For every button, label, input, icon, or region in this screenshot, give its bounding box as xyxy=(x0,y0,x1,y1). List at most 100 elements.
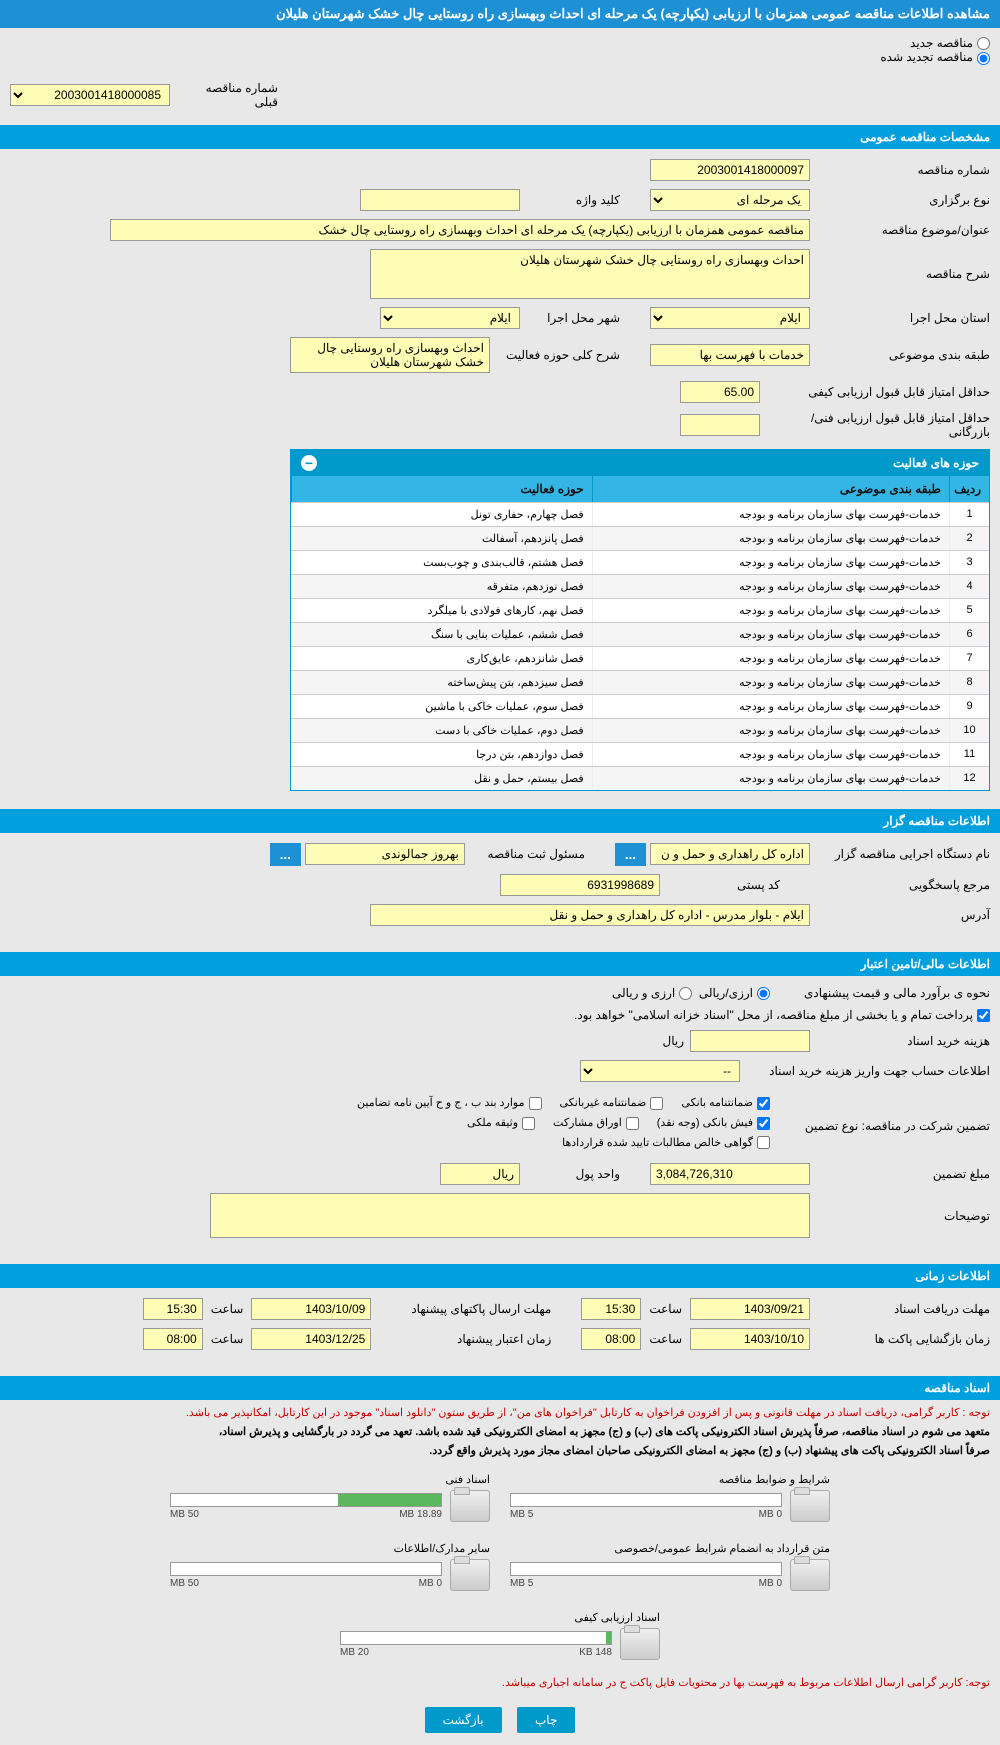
table-row: 2 خدمات-فهرست بهای سازمان برنامه و بودجه… xyxy=(291,526,989,550)
row-cat: خدمات-فهرست بهای سازمان برنامه و بودجه xyxy=(592,647,949,670)
scope-label: شرح کلی حوزه فعالیت xyxy=(490,348,620,362)
file-used: 18.89 MB xyxy=(399,1509,442,1520)
amount-input[interactable] xyxy=(650,1163,810,1185)
row-cat: خدمات-فهرست بهای سازمان برنامه و بودجه xyxy=(592,551,949,574)
table-row: 11 خدمات-فهرست بهای سازمان برنامه و بودج… xyxy=(291,742,989,766)
radio-renewed[interactable]: مناقصه تجدید شده xyxy=(880,50,990,64)
chk-securities[interactable]: اوراق مشارکت xyxy=(553,1116,639,1130)
min-tech-input[interactable] xyxy=(680,414,760,436)
min-quality-input[interactable] xyxy=(680,381,760,403)
file-progress xyxy=(170,1562,442,1576)
validity-time[interactable] xyxy=(143,1328,203,1350)
subject-input[interactable] xyxy=(110,219,810,241)
section-time-header: اطلاعات زمانی xyxy=(0,1264,1000,1288)
scope-textarea[interactable]: احداث وبهسازی راه روستایی چال خشک شهرستا… xyxy=(290,337,490,373)
number-input[interactable] xyxy=(650,159,810,181)
file-item: اسناد ارزیابی کیفی 148 KB20 MB xyxy=(340,1611,660,1660)
currency-input[interactable] xyxy=(440,1163,520,1185)
method-opt2[interactable]: ارزی و ریالی xyxy=(612,986,692,1000)
row-act: فصل سوم، عملیات خاکی با ماشین xyxy=(291,695,592,718)
chk-property-deed[interactable]: وثیقه ملکی xyxy=(467,1116,535,1130)
section-general-header: مشخصات مناقصه عمومی xyxy=(0,125,1000,149)
doc-cost-input[interactable] xyxy=(690,1030,810,1052)
account-select[interactable]: -- xyxy=(580,1060,740,1082)
city-label: شهر محل اجرا xyxy=(520,311,620,325)
open-time[interactable] xyxy=(581,1328,641,1350)
chk-contract-claims[interactable]: گواهی خالص مطالبات تایید شده قراردادها xyxy=(562,1136,770,1150)
docs-warn2b: صرفاً اسناد الکترونیکی پاکت های پیشنهاد … xyxy=(0,1444,1000,1463)
province-select[interactable]: ایلام xyxy=(650,307,810,329)
amount-label: مبلغ تضمین xyxy=(810,1167,990,1181)
account-label: اطلاعات حساب جهت واریز هزینه خرید اسناد xyxy=(740,1064,990,1078)
table-row: 4 خدمات-فهرست بهای سازمان برنامه و بودجه… xyxy=(291,574,989,598)
grid-collapse-icon[interactable]: − xyxy=(301,455,317,471)
method-label: نحوه ی برآورد مالی و قیمت پیشنهادی xyxy=(770,986,990,1000)
back-button[interactable]: بازگشت xyxy=(425,1707,502,1733)
row-act: فصل دوم، عملیات خاکی با دست xyxy=(291,719,592,742)
file-grid: شرایط و ضوابط مناقصه 0 MB5 MB اسناد فنی … xyxy=(0,1463,1000,1670)
folder-icon[interactable] xyxy=(450,1559,490,1591)
validity-date[interactable] xyxy=(251,1328,371,1350)
row-cat: خدمات-فهرست بهای سازمان برنامه و بودجه xyxy=(592,719,949,742)
reg-resp-lookup-button[interactable]: ... xyxy=(270,843,301,866)
folder-icon[interactable] xyxy=(620,1628,660,1660)
explanation-label: توضیحات xyxy=(810,1209,990,1223)
submit-date[interactable] xyxy=(251,1298,371,1320)
section-time-body: مهلت دریافت اسناد ساعت مهلت ارسال پاکتها… xyxy=(0,1288,1000,1368)
row-act: فصل شانزدهم، عایق‌کاری xyxy=(291,647,592,670)
rial-label: ریال xyxy=(662,1034,690,1048)
row-act: فصل پانزدهم، آسفالت xyxy=(291,527,592,550)
prev-number-select[interactable]: 2003001418000085 xyxy=(10,84,170,106)
guarantee-type-label: تضمین شرکت در مناقصه: نوع تضمین xyxy=(770,1119,990,1133)
submit-time[interactable] xyxy=(143,1298,203,1320)
keyword-input[interactable] xyxy=(360,189,520,211)
file-title: اسناد فنی xyxy=(170,1473,490,1486)
chk-clauses[interactable]: موارد بند ب ، ج و ح آیین نامه تضامین xyxy=(357,1096,541,1110)
file-item: سایر مدارک/اطلاعات 0 MB50 MB xyxy=(170,1542,490,1591)
row-idx: 1 xyxy=(949,503,989,526)
table-row: 5 خدمات-فهرست بهای سازمان برنامه و بودجه… xyxy=(291,598,989,622)
activity-grid: حوزه های فعالیت − ردیف طبقه بندی موضوعی … xyxy=(290,449,990,791)
category-input[interactable] xyxy=(650,344,810,366)
type-label: نوع برگزاری xyxy=(810,193,990,207)
method-opt1[interactable]: ارزی/ریالی xyxy=(699,986,770,1000)
min-tech-label: حداقل امتیاز قابل قبول ارزیابی فنی/بازرگ… xyxy=(760,411,990,439)
prev-number-label: شماره مناقصه قبلی xyxy=(178,81,278,109)
print-button[interactable]: چاپ xyxy=(517,1707,575,1733)
row-idx: 2 xyxy=(949,527,989,550)
org-lookup-button[interactable]: ... xyxy=(615,843,646,866)
receive-time[interactable] xyxy=(581,1298,641,1320)
folder-icon[interactable] xyxy=(790,1490,830,1522)
city-select[interactable]: ایلام xyxy=(380,307,520,329)
open-date[interactable] xyxy=(690,1328,810,1350)
desc-textarea[interactable]: احداث وبهسازی راه روستایی چال خشک شهرستا… xyxy=(370,249,810,299)
hour-label-3: ساعت xyxy=(641,1332,690,1346)
table-row: 12 خدمات-فهرست بهای سازمان برنامه و بودج… xyxy=(291,766,989,790)
min-quality-label: حداقل امتیاز قابل قبول ارزیابی کیفی xyxy=(760,385,990,399)
radio-new-label: مناقصه جدید xyxy=(910,36,973,50)
row-act: فصل بیستم، حمل و نقل xyxy=(291,767,592,790)
grid-header-row: ردیف طبقه بندی موضوعی حوزه فعالیت xyxy=(291,476,989,502)
folder-icon[interactable] xyxy=(450,1490,490,1522)
radio-new[interactable]: مناقصه جدید xyxy=(910,36,990,50)
row-idx: 4 xyxy=(949,575,989,598)
hour-label-2: ساعت xyxy=(203,1302,252,1316)
receive-date[interactable] xyxy=(690,1298,810,1320)
treasury-note[interactable]: پرداخت تمام و یا بخشی از مبلغ مناقصه، از… xyxy=(574,1008,990,1022)
file-max: 50 MB xyxy=(170,1509,199,1520)
file-progress xyxy=(340,1631,612,1645)
chk-bank-receipt[interactable]: فیش بانکی (وجه نقد) xyxy=(657,1116,770,1130)
postal-input[interactable] xyxy=(500,874,660,896)
type-select[interactable]: یک مرحله ای xyxy=(650,189,810,211)
file-progress xyxy=(510,1493,782,1507)
open-label: زمان بازگشایی پاکت ها xyxy=(810,1332,990,1346)
chk-nonbank-guarantee[interactable]: ضمانتنامه غیربانکی xyxy=(560,1096,664,1110)
section-docs-header: اسناد مناقصه xyxy=(0,1376,1000,1400)
org-input[interactable] xyxy=(650,843,810,865)
reg-resp-input[interactable] xyxy=(305,843,465,865)
address-input[interactable] xyxy=(370,904,810,926)
folder-icon[interactable] xyxy=(790,1559,830,1591)
subject-label: عنوان/موضوع مناقصه xyxy=(810,223,990,237)
explanation-textarea[interactable] xyxy=(210,1193,810,1238)
chk-bank-guarantee[interactable]: ضمانتنامه بانکی xyxy=(681,1096,770,1110)
